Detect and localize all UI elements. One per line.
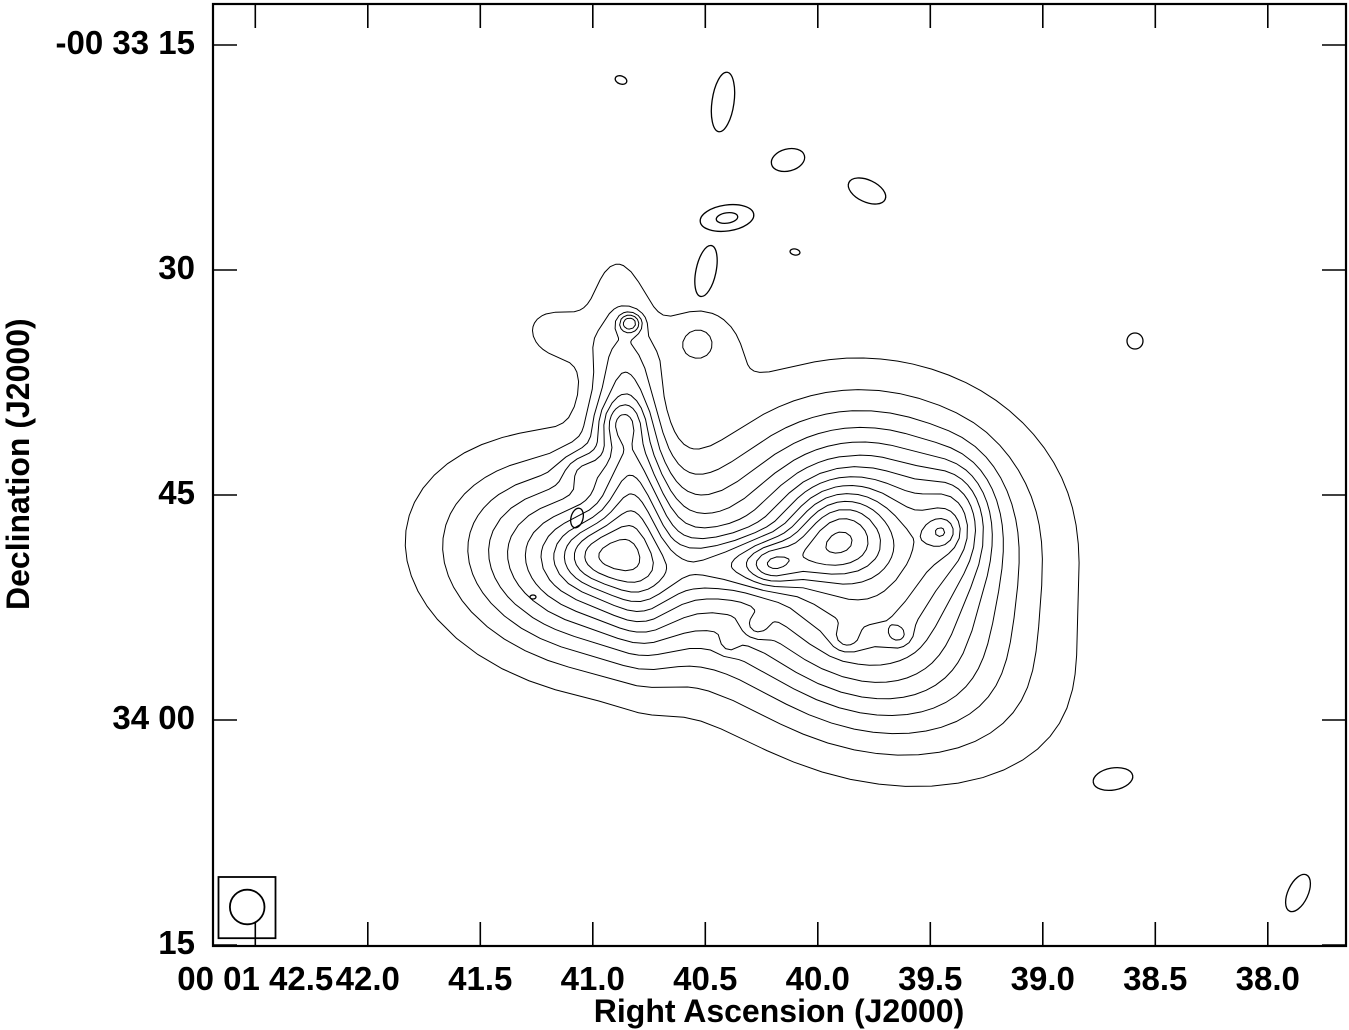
svg-text:40.5: 40.5 — [673, 960, 737, 997]
svg-text:38.5: 38.5 — [1123, 960, 1187, 997]
svg-text:39.0: 39.0 — [1011, 960, 1075, 997]
svg-text:-00 33 15: -00 33 15 — [56, 24, 195, 61]
svg-text:15: 15 — [158, 924, 195, 961]
svg-text:39.5: 39.5 — [898, 960, 962, 997]
svg-text:30: 30 — [158, 249, 195, 286]
svg-text:45: 45 — [158, 474, 195, 511]
svg-text:38.0: 38.0 — [1236, 960, 1300, 997]
svg-text:41.5: 41.5 — [448, 960, 512, 997]
svg-text:42.0: 42.0 — [336, 960, 400, 997]
svg-text:00 01 42.5: 00 01 42.5 — [177, 960, 333, 997]
svg-text:34 00: 34 00 — [112, 699, 195, 736]
svg-text:41.0: 41.0 — [561, 960, 625, 997]
svg-text:40.0: 40.0 — [786, 960, 850, 997]
